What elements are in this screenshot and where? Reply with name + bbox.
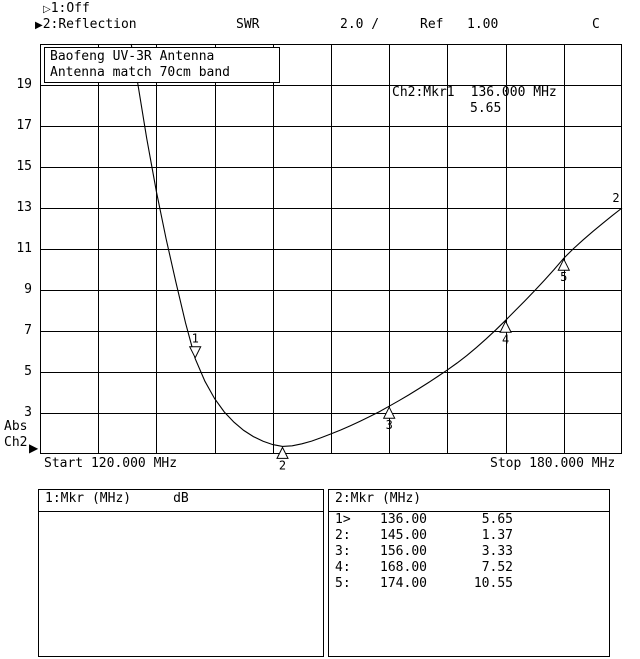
y-axis-tick-label: 11: [16, 241, 32, 256]
reference-value: 1.00: [467, 17, 499, 32]
marker-table-cell: 168.00: [380, 560, 427, 575]
y-axis-tick-label: 17: [16, 118, 32, 133]
marker-table-row: 2: 145.00 1.37: [329, 528, 609, 544]
marker-table-ch2-header: 2:Mkr (MHz): [329, 490, 609, 512]
marker-table-cell: 1>: [335, 512, 351, 527]
marker-symbol: [382, 406, 396, 419]
ch1-table-title: 1:Mkr (MHz): [45, 491, 132, 506]
marker-table-cell: 174.00: [380, 576, 427, 591]
marker-symbol: [557, 258, 571, 271]
marker-number: 5: [560, 270, 567, 284]
calibration-indicator: C: [592, 17, 600, 32]
marker-table-cell: 3.33: [481, 544, 513, 559]
marker-table-cell: 5.65: [481, 512, 513, 527]
marker-number: 3: [386, 418, 393, 432]
format-abs-label: Abs: [4, 419, 28, 434]
scale-per-division: 2.0 /: [340, 17, 380, 32]
marker-table-row: 1> 136.00 5.65: [329, 512, 609, 528]
marker-table-cell: 1.37: [481, 528, 513, 543]
plot-frame: [40, 44, 622, 454]
channel2-label: 2:Reflection: [42, 17, 137, 32]
channel2-active-icon: ▶: [35, 20, 43, 31]
channel1-inactive-icon: ▷: [43, 4, 51, 15]
marker-table-cell: 7.52: [481, 560, 513, 575]
marker1-readout: Ch2:Mkr1 136.000 MHz: [392, 85, 557, 100]
marker-table-row: 5: 174.00 10.55: [329, 576, 609, 592]
channel2-axis-label: Ch2: [4, 435, 28, 450]
annotation-line2: Antenna match 70cm band: [50, 65, 231, 80]
marker-table-row: 4: 168.00 7.52: [329, 560, 609, 576]
marker-table-cell: 2:: [335, 528, 351, 543]
channel1-status: ▷1:Off: [43, 1, 90, 17]
ref-level-marker-icon: ▶: [29, 441, 39, 455]
swr-trace: [130, 43, 623, 447]
y-axis-tick-label: 15: [16, 159, 32, 174]
channel1-label: 1:Off: [50, 1, 90, 16]
start-frequency-label: Start 120.000 MHz: [44, 456, 178, 471]
marker1-readout-label: Ch2:Mkr1: [392, 85, 455, 100]
marker-table-ch2: 2:Mkr (MHz) 1> 136.00 5.65 2: 145.00 1.37 3: 15…: [328, 489, 610, 657]
channel2-status: ▶2:Reflection: [35, 17, 137, 33]
marker-symbol: [276, 446, 289, 459]
marker-table-cell: 145.00: [380, 528, 427, 543]
reference-label: Ref: [420, 17, 444, 32]
marker-table-ch1: 1:Mkr (MHz) dB: [38, 489, 324, 657]
y-axis-tick-label: 9: [24, 282, 32, 297]
ch1-table-unit-label: dB: [173, 491, 189, 506]
marker-table-ch1-header: 1:Mkr (MHz) dB: [39, 490, 323, 512]
y-axis-tick-label: 7: [24, 323, 32, 338]
marker-table-cell: 5:: [335, 576, 351, 591]
marker-table-ch2-body: 1> 136.00 5.65 2: 145.00 1.37 3: 156.00 3.33 4: 16…: [329, 512, 609, 592]
stop-frequency-label: Stop 180.000 MHz: [490, 456, 616, 471]
marker-table-cell: 156.00: [380, 544, 427, 559]
marker-table-cell: 10.55: [473, 576, 513, 591]
annotation-line1: Baofeng UV-3R Antenna: [50, 49, 215, 64]
y-axis-tick-label: 3: [24, 405, 32, 420]
y-axis-tick-label: 13: [16, 200, 32, 215]
y-axis-tick-label: 5: [24, 364, 32, 379]
marker-symbol: [188, 346, 202, 359]
ch2-table-title: 2:Mkr (MHz): [335, 491, 422, 506]
y-axis-tick-label: 19: [16, 77, 32, 92]
marker-table-cell: 3:: [335, 544, 351, 559]
marker1-readout-value: 5.65: [470, 101, 502, 116]
marker-symbol: [499, 320, 512, 333]
marker-table-cell: 136.00: [380, 512, 427, 527]
measurement-format-label: SWR: [236, 17, 260, 32]
marker-table-cell: 4:: [335, 560, 351, 575]
marker-number: 4: [502, 332, 509, 346]
chart-title-annotation: Baofeng UV-3R Antenna Antenna match 70cm…: [44, 47, 280, 83]
marker-table-row: 3: 156.00 3.33: [329, 544, 609, 560]
marker-number: 2: [279, 458, 286, 472]
marker1-readout-frequency: 136.000 MHz: [470, 85, 557, 100]
marker-number: 1: [192, 332, 199, 346]
trace-number-label: 2: [612, 191, 619, 205]
